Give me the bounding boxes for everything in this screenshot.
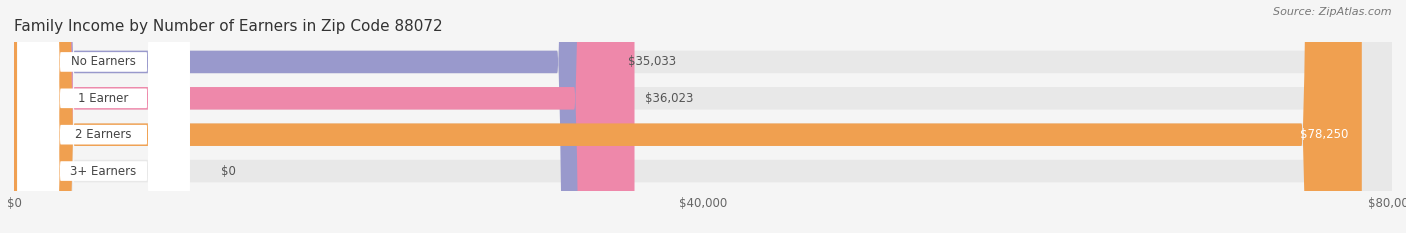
Text: $78,250: $78,250 [1299, 128, 1348, 141]
Text: 2 Earners: 2 Earners [76, 128, 132, 141]
FancyBboxPatch shape [17, 0, 190, 233]
Text: No Earners: No Earners [72, 55, 136, 69]
Text: $0: $0 [221, 164, 236, 178]
FancyBboxPatch shape [14, 0, 1392, 233]
FancyBboxPatch shape [17, 0, 190, 233]
FancyBboxPatch shape [14, 0, 634, 233]
Text: Source: ZipAtlas.com: Source: ZipAtlas.com [1274, 7, 1392, 17]
Text: $35,033: $35,033 [628, 55, 676, 69]
FancyBboxPatch shape [14, 0, 617, 233]
Text: Family Income by Number of Earners in Zip Code 88072: Family Income by Number of Earners in Zi… [14, 19, 443, 34]
FancyBboxPatch shape [14, 0, 1392, 233]
FancyBboxPatch shape [17, 0, 190, 233]
FancyBboxPatch shape [14, 0, 1362, 233]
FancyBboxPatch shape [14, 0, 1392, 233]
Text: 3+ Earners: 3+ Earners [70, 164, 136, 178]
Text: $36,023: $36,023 [645, 92, 693, 105]
Text: 1 Earner: 1 Earner [79, 92, 129, 105]
FancyBboxPatch shape [14, 0, 1392, 233]
FancyBboxPatch shape [17, 0, 190, 233]
